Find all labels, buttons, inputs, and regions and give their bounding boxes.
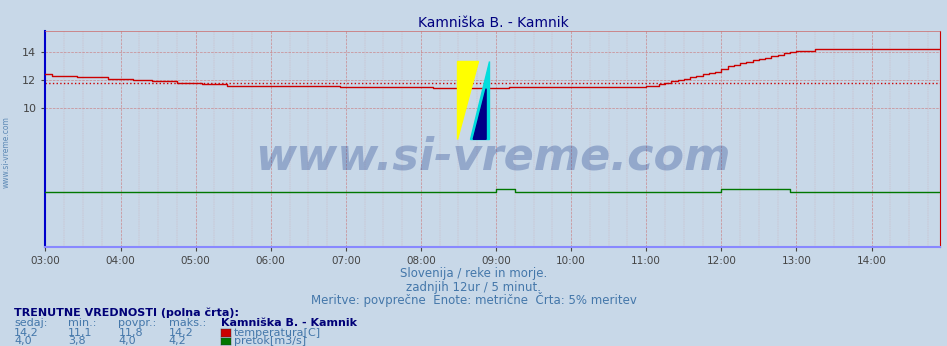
Text: zadnjih 12ur / 5 minut.: zadnjih 12ur / 5 minut.	[406, 281, 541, 294]
Text: maks.:: maks.:	[169, 318, 205, 328]
Text: povpr.:: povpr.:	[118, 318, 156, 328]
Polygon shape	[470, 62, 490, 139]
Text: Slovenija / reke in morje.: Slovenija / reke in morje.	[400, 267, 547, 280]
Text: www.si-vreme.com: www.si-vreme.com	[255, 135, 731, 178]
Text: 4,0: 4,0	[118, 336, 136, 346]
Text: www.si-vreme.com: www.si-vreme.com	[2, 116, 11, 188]
Polygon shape	[457, 62, 478, 139]
Text: 11,8: 11,8	[118, 328, 143, 338]
Text: Meritve: povprečne  Enote: metrične  Črta: 5% meritev: Meritve: povprečne Enote: metrične Črta:…	[311, 292, 636, 308]
Text: 4,2: 4,2	[169, 336, 187, 346]
Text: 11,1: 11,1	[68, 328, 93, 338]
Text: min.:: min.:	[68, 318, 97, 328]
Polygon shape	[474, 89, 486, 139]
Text: pretok[m3/s]: pretok[m3/s]	[234, 336, 306, 346]
Text: 14,2: 14,2	[169, 328, 193, 338]
Text: Kamniška B. - Kamnik: Kamniška B. - Kamnik	[221, 318, 357, 328]
Text: TRENUTNE VREDNOSTI (polna črta):: TRENUTNE VREDNOSTI (polna črta):	[14, 307, 240, 318]
Title: Kamniška B. - Kamnik: Kamniška B. - Kamnik	[418, 16, 568, 30]
Text: sedaj:: sedaj:	[14, 318, 47, 328]
Text: 3,8: 3,8	[68, 336, 86, 346]
Text: temperatura[C]: temperatura[C]	[234, 328, 321, 338]
Text: 14,2: 14,2	[14, 328, 39, 338]
Text: 4,0: 4,0	[14, 336, 32, 346]
